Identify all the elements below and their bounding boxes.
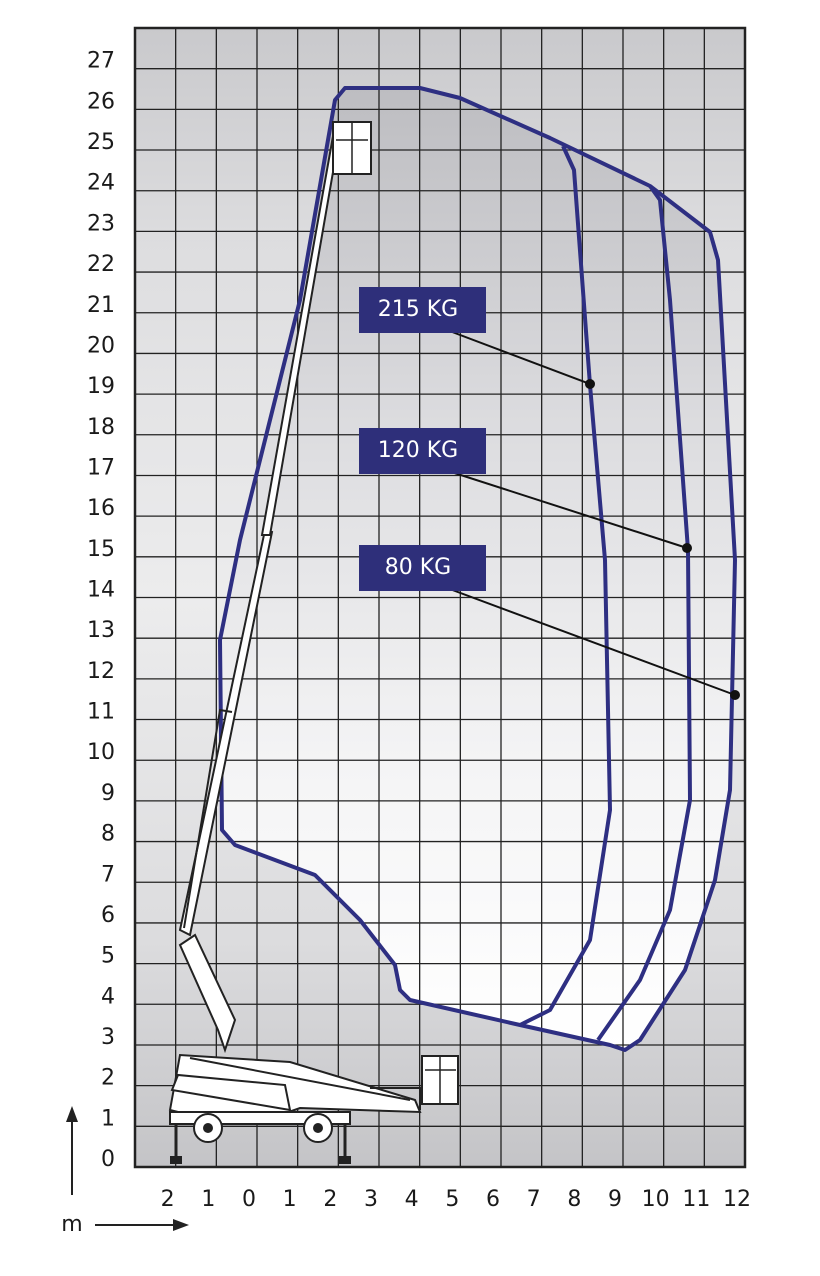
x-axis-labels: 2 1 0 1 2 3 4 5 6 7 8 9 10 11 12: [161, 1187, 751, 1212]
x-label: 1: [201, 1187, 215, 1212]
y-label: 1: [101, 1106, 115, 1131]
x-label: 6: [486, 1187, 500, 1212]
envelope-120kg: [596, 184, 692, 1042]
load-label: 215 KG: [378, 297, 458, 322]
y-label: 10: [87, 740, 115, 765]
load-box: [359, 545, 486, 591]
y-label: 17: [87, 455, 115, 480]
envelope-215kg: [519, 145, 612, 1027]
x-label: 12: [723, 1187, 751, 1212]
y-label: 24: [87, 171, 115, 196]
load-label: 80 KG: [385, 555, 451, 580]
x-label: 0: [242, 1187, 256, 1212]
leader-dot: [682, 543, 692, 553]
y-label: 3: [101, 1025, 115, 1050]
grid: [135, 28, 745, 1167]
y-label: 0: [101, 1147, 115, 1172]
x-label: 8: [567, 1187, 581, 1212]
y-label: 22: [87, 252, 115, 277]
x-label: 9: [608, 1187, 622, 1212]
x-label: 2: [323, 1187, 337, 1212]
leader-line: [438, 467, 688, 549]
y-label: 26: [87, 89, 115, 114]
load-labels: 215 KG 120 KG 80 KG: [359, 287, 740, 700]
y-axis-labels: 0123456789101112131415161718192021222324…: [87, 49, 115, 1172]
unit-arrows: m: [61, 1106, 189, 1237]
x-label: 11: [682, 1187, 710, 1212]
y-label: 2: [101, 1066, 115, 1091]
x-label: 5: [445, 1187, 459, 1212]
y-label: 11: [87, 700, 115, 725]
x-label: 2: [161, 1187, 175, 1212]
x-label: 7: [527, 1187, 541, 1212]
y-label: 27: [87, 49, 115, 74]
machine: [168, 121, 459, 1164]
load-box: [359, 428, 486, 474]
y-label: 12: [87, 659, 115, 684]
y-label: 19: [87, 374, 115, 399]
y-label: 6: [101, 903, 115, 928]
plot-frame: [133, 26, 747, 1169]
y-label: 18: [87, 415, 115, 440]
leader-line: [438, 584, 736, 696]
y-label: 25: [87, 130, 115, 155]
y-label: 8: [101, 822, 115, 847]
load-box: [359, 287, 486, 333]
y-label: 20: [87, 333, 115, 358]
envelope-80kg: [218, 86, 737, 1052]
x-label: 1: [283, 1187, 297, 1212]
x-label: 4: [405, 1187, 419, 1212]
y-label: 21: [87, 293, 115, 318]
leader-dot: [730, 690, 740, 700]
leader-line: [438, 326, 591, 385]
x-label: 10: [642, 1187, 670, 1212]
y-label: 15: [87, 537, 115, 562]
load-label: 120 KG: [378, 438, 458, 463]
leader-dot: [585, 379, 595, 389]
y-label: 4: [101, 984, 115, 1009]
y-label: 9: [101, 781, 115, 806]
y-label: 16: [87, 496, 115, 521]
y-label: 23: [87, 211, 115, 236]
x-label: 3: [364, 1187, 378, 1212]
y-label: 13: [87, 618, 115, 643]
y-label: 5: [101, 944, 115, 969]
y-label: 14: [87, 578, 115, 603]
unit-label: m: [61, 1212, 82, 1237]
y-label: 7: [101, 862, 115, 887]
